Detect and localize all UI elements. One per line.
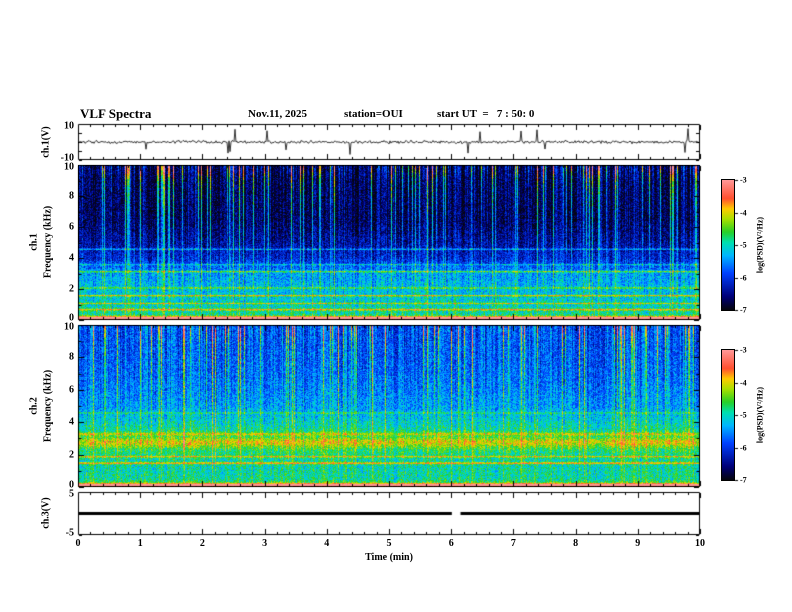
y-tick-label: 4 <box>69 252 74 264</box>
colorbar2-gradient <box>721 349 735 481</box>
colorbar-tick-label: -4 <box>740 208 747 217</box>
ch2-spectrogram-canvas <box>78 325 700 487</box>
header-station: station=OUI <box>344 108 403 120</box>
y-tick-label: 2 <box>69 449 74 461</box>
x-tick-label: 3 <box>262 538 268 549</box>
y-tick-label: 0 <box>69 312 74 324</box>
y-tick-label: 6 <box>69 221 74 233</box>
colorbar-tick-label: -3 <box>740 175 747 185</box>
figure-title: VLF Spectra <box>80 106 152 121</box>
x-tick-label: 1 <box>137 538 143 549</box>
y-tick-label: 2 <box>69 283 74 295</box>
colorbar-tick-label: -6 <box>740 443 747 452</box>
ch3-voltage-axis-label: ch.3(V) <box>40 497 52 529</box>
header-start-ut: start UT = 7 : 50: 0 <box>437 108 535 120</box>
y-tick-label: 4 <box>69 416 74 428</box>
colorbar-tick-label: -7 <box>740 475 747 485</box>
ch1-voltage-axis-label: ch.1(V) <box>40 126 52 158</box>
y-tick-label: -5 <box>65 527 74 539</box>
ch1-waveform-canvas <box>78 124 700 160</box>
header-date: Nov.11, 2025 <box>248 108 307 120</box>
x-tick-label: 8 <box>573 538 579 549</box>
x-tick-label: 10 <box>695 538 705 549</box>
ch1-spectrogram-channel-label: ch.1 <box>28 233 40 251</box>
x-axis-title: Time (min) <box>365 552 413 563</box>
colorbar1-gradient <box>721 179 735 311</box>
y-tick-label: 5 <box>69 488 74 500</box>
y-tick-label: 6 <box>69 384 74 396</box>
ch1-frequency-axis-label: Frequency (kHz) <box>42 205 54 279</box>
x-tick-label: 2 <box>199 538 205 549</box>
colorbar2-label: log(PSD)(V²/Hz) <box>755 386 765 444</box>
y-tick-label: 10 <box>64 161 74 173</box>
x-tick-label: 9 <box>635 538 641 549</box>
y-tick-label: 8 <box>69 190 74 202</box>
colorbar-tick-label: -3 <box>740 345 747 355</box>
y-tick-label: 10 <box>64 321 74 333</box>
ch1-spectrogram-canvas <box>78 165 700 320</box>
colorbar-tick-label: -6 <box>740 273 747 282</box>
x-tick-label: 7 <box>510 538 516 549</box>
colorbar-tick-label: -5 <box>740 410 747 420</box>
colorbar1-label: log(PSD)(V²/Hz) <box>755 216 765 274</box>
ch2-spectrogram-channel-label: ch.2 <box>28 397 40 415</box>
y-tick-label: 0 <box>69 479 74 491</box>
x-tick-label: 4 <box>324 538 330 549</box>
y-tick-label: -10 <box>60 152 74 164</box>
colorbar-tick-label: -5 <box>740 240 747 250</box>
x-tick-label: 6 <box>448 538 454 549</box>
colorbar-tick-label: -7 <box>740 305 747 315</box>
y-tick-label: 8 <box>69 351 74 363</box>
x-tick-label: 0 <box>75 538 81 549</box>
colorbar-tick-label: -4 <box>740 378 747 387</box>
ch2-frequency-axis-label: Frequency (kHz) <box>42 369 54 443</box>
x-tick-label: 5 <box>386 538 392 549</box>
y-tick-label: 10 <box>64 120 74 132</box>
